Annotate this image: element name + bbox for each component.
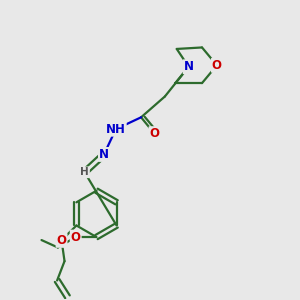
Text: O: O	[212, 59, 222, 72]
Text: O: O	[149, 127, 160, 140]
Text: N: N	[184, 60, 194, 73]
Text: H: H	[80, 167, 89, 177]
Text: O: O	[71, 231, 81, 244]
Text: NH: NH	[106, 123, 126, 136]
Text: N: N	[99, 148, 109, 161]
Text: O: O	[57, 234, 67, 247]
